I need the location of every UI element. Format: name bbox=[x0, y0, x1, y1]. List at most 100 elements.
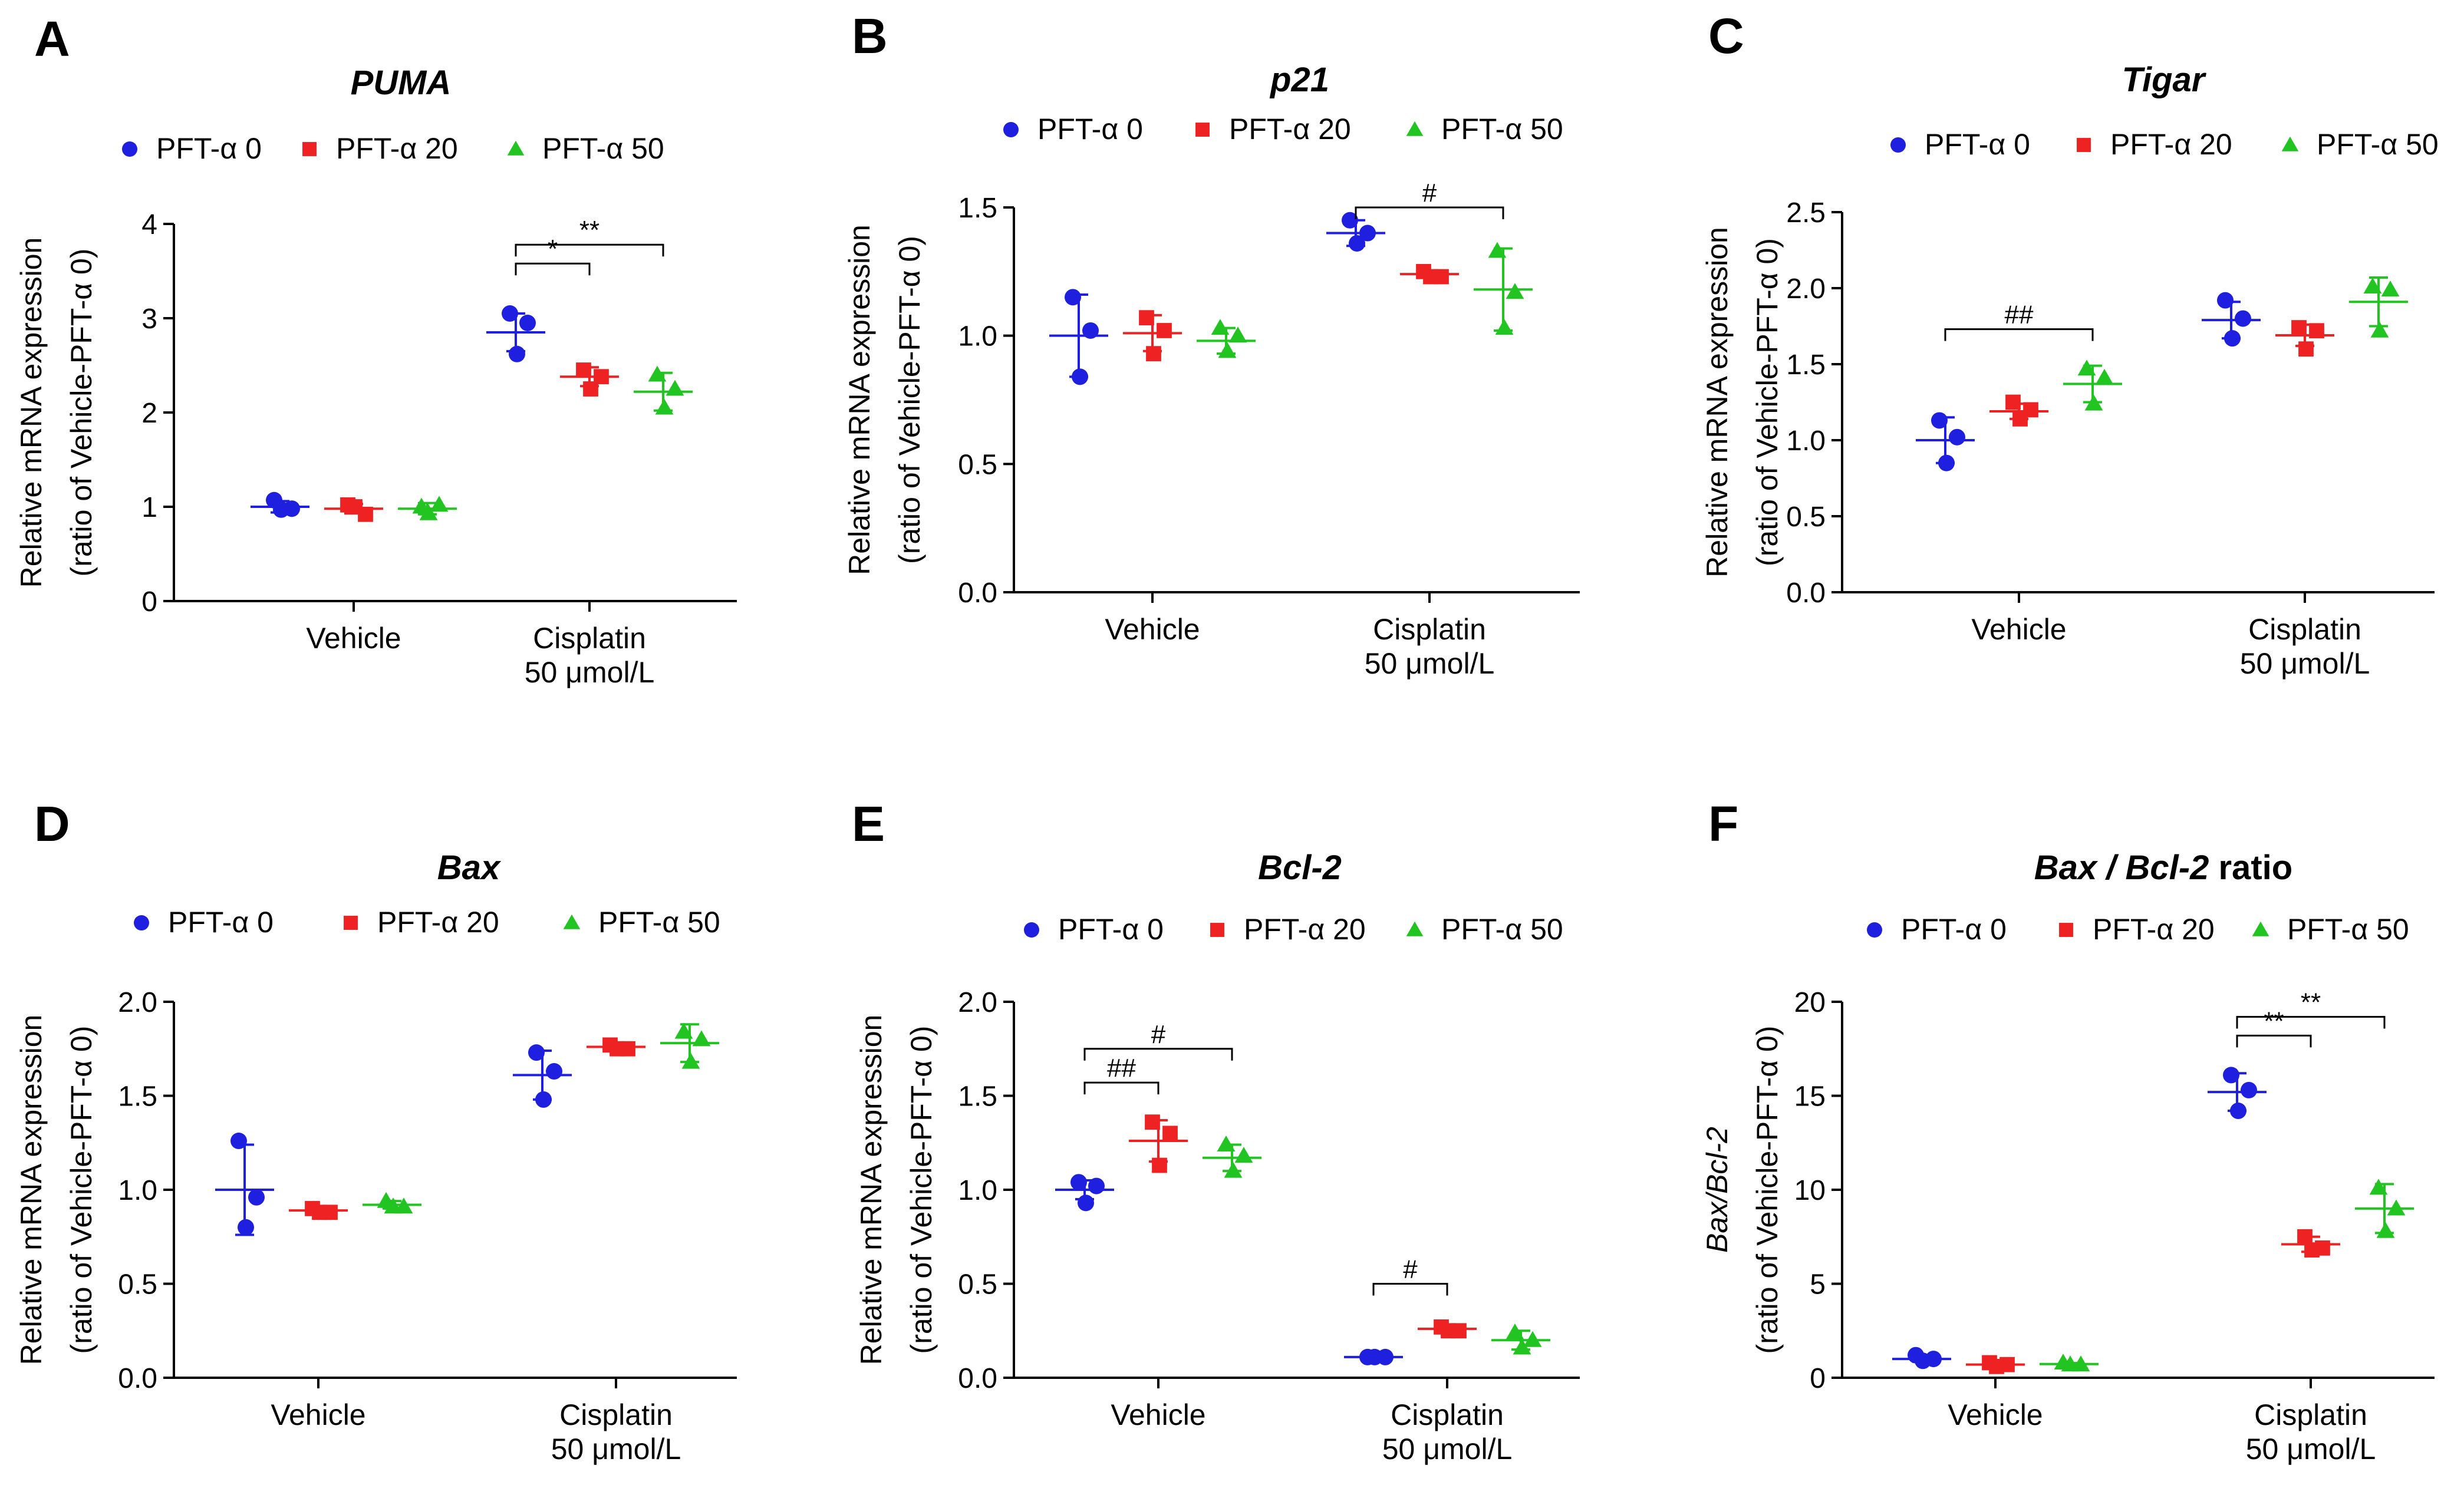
y-tick-label: 0 bbox=[141, 586, 157, 618]
y-tick-label: 0.5 bbox=[118, 1269, 157, 1301]
data-point bbox=[2235, 310, 2251, 327]
panel-d: D Bax PFT-α 0 PFT-α 20 PFT-α 50 0.0 0.5 1.0 1.5 2… bbox=[15, 796, 737, 1466]
legend-label: PFT-α 20 bbox=[336, 132, 458, 165]
data-point bbox=[1506, 283, 1524, 299]
panel-letter: E bbox=[852, 796, 885, 852]
series-circle bbox=[1049, 212, 1385, 385]
series-circle bbox=[1916, 292, 2261, 471]
data-point bbox=[1224, 1161, 1243, 1178]
data-point bbox=[2291, 320, 2307, 335]
y-tick-label: 0.0 bbox=[958, 1363, 997, 1394]
series-triangle bbox=[2040, 1179, 2414, 1372]
y-tick-label: 1.0 bbox=[1786, 425, 1826, 457]
legend-label: PFT-α 50 bbox=[2317, 128, 2439, 161]
data-point bbox=[2217, 292, 2234, 309]
data-point bbox=[535, 1091, 552, 1108]
legend-marker-circle bbox=[1024, 922, 1039, 938]
data-point bbox=[312, 1204, 327, 1220]
legend-label: PFT-α 20 bbox=[1229, 113, 1351, 146]
data-point bbox=[1065, 289, 1081, 306]
data-point bbox=[1228, 326, 1247, 343]
y-tick-label: 0.0 bbox=[118, 1363, 157, 1394]
legend: PFT-α 0 PFT-α 20 PFT-α 50 bbox=[122, 132, 664, 165]
significance-label: # bbox=[1422, 179, 1437, 207]
x-category-label: Vehicle bbox=[1971, 613, 2066, 646]
data-point bbox=[1349, 235, 1365, 252]
y-axis-label: (ratio of Vehicle-PFT-α 0) bbox=[905, 1026, 938, 1354]
panel-a: A PUMA PFT-α 0 PFT-α 20 PFT-α 50 0 1 2 3 4 Vehicle… bbox=[15, 11, 737, 689]
y-axis-label: (ratio of Vehicle-PFT-α 0) bbox=[65, 1026, 98, 1354]
legend-marker-triangle bbox=[1406, 121, 1424, 136]
y-tick-label: 0 bbox=[1810, 1363, 1826, 1394]
y-tick-label: 0.5 bbox=[958, 449, 997, 480]
data-point bbox=[2241, 1081, 2257, 1098]
significance-bracket bbox=[1944, 328, 2094, 341]
y-axis-label: Bax/Bcl-2 bbox=[1701, 1127, 1734, 1253]
x-category-label: Cisplatin bbox=[1373, 613, 1486, 646]
significance-label: ** bbox=[2301, 988, 2321, 1017]
data-point bbox=[2376, 1222, 2395, 1238]
legend-marker-triangle bbox=[563, 914, 581, 929]
legend-label: PFT-α 0 bbox=[1901, 913, 2007, 946]
x-category-label: Cisplatin bbox=[559, 1398, 673, 1431]
significance-bracket bbox=[1372, 1283, 1448, 1296]
legend-marker-triangle bbox=[2252, 921, 2269, 936]
legend-label: PFT-α 0 bbox=[1058, 913, 1164, 946]
data-point bbox=[1931, 412, 1948, 429]
data-point bbox=[1088, 1177, 1105, 1194]
data-point bbox=[1523, 1331, 1542, 1347]
legend-marker-circle bbox=[122, 141, 137, 157]
panel-title-text: Tigar bbox=[2122, 61, 2207, 99]
significance-bracket bbox=[1083, 1048, 1233, 1061]
data-point bbox=[2061, 1355, 2080, 1372]
x-category-label: Vehicle bbox=[306, 622, 401, 655]
x-category-label: Cisplatin bbox=[1391, 1398, 1504, 1431]
significance-label: ** bbox=[2264, 1006, 2284, 1035]
y-tick-label: 15 bbox=[1794, 1081, 1826, 1113]
y-axis-label: (ratio of Vehicle-PFT-α 0) bbox=[893, 236, 926, 564]
y-tick-label: 2 bbox=[141, 398, 157, 429]
significance-annotation: ** bbox=[2236, 1006, 2312, 1048]
y-axis-label: (ratio of Vehicle-PFT-α 0) bbox=[1751, 1026, 1784, 1354]
series-circle bbox=[251, 305, 545, 518]
significance-annotation: ** bbox=[515, 216, 664, 257]
legend-label: PFT-α 20 bbox=[377, 906, 499, 939]
panel-letter: D bbox=[34, 796, 70, 852]
y-axis-label: Relative mRNA expression bbox=[1701, 227, 1734, 578]
x-category-label: Vehicle bbox=[1948, 1398, 2043, 1431]
series-square bbox=[289, 1037, 645, 1220]
y-tick-label: 1.5 bbox=[958, 1081, 997, 1113]
panel-title-suffix: ratio bbox=[2209, 849, 2292, 887]
significance-annotation: ## bbox=[1083, 1054, 1159, 1095]
data-point bbox=[1072, 368, 1088, 385]
data-point bbox=[347, 499, 363, 514]
legend-marker-circle bbox=[134, 915, 149, 930]
data-point bbox=[2095, 368, 2114, 385]
significance-bracket bbox=[515, 243, 664, 257]
panel-title: Bax / Bcl-2 ratio bbox=[2034, 849, 2292, 887]
x-category-label: 50 μmol/L bbox=[1365, 647, 1495, 680]
data-point bbox=[674, 1022, 693, 1039]
series-circle bbox=[215, 1044, 572, 1236]
legend: PFT-α 0 PFT-α 20 PFT-α 50 bbox=[1003, 113, 1563, 146]
data-point bbox=[1989, 1358, 2004, 1374]
panel-title-text: p21 bbox=[1269, 61, 1329, 99]
data-point bbox=[1513, 1338, 1531, 1355]
y-axis-label: Relative mRNA expression bbox=[15, 1015, 48, 1365]
data-point bbox=[2224, 330, 2241, 347]
legend-marker-triangle bbox=[1406, 921, 1424, 936]
y-tick-label: 0.0 bbox=[958, 578, 997, 609]
legend-marker-square bbox=[2059, 923, 2073, 937]
data-point bbox=[430, 496, 449, 512]
data-point bbox=[2309, 323, 2324, 339]
legend-marker-square bbox=[344, 916, 358, 930]
data-point bbox=[519, 315, 536, 331]
data-point bbox=[2297, 1229, 2313, 1245]
panel-title: Bcl-2 bbox=[1258, 849, 1342, 887]
data-point bbox=[2298, 341, 2314, 357]
significance-bracket bbox=[1355, 206, 1504, 219]
significance-annotation: # bbox=[1355, 179, 1504, 219]
panel-title-text: Bax bbox=[437, 849, 502, 887]
